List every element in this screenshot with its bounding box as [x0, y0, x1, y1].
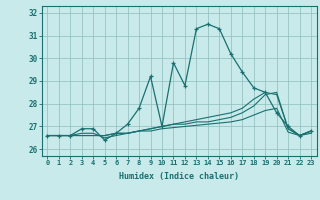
X-axis label: Humidex (Indice chaleur): Humidex (Indice chaleur)	[119, 172, 239, 181]
